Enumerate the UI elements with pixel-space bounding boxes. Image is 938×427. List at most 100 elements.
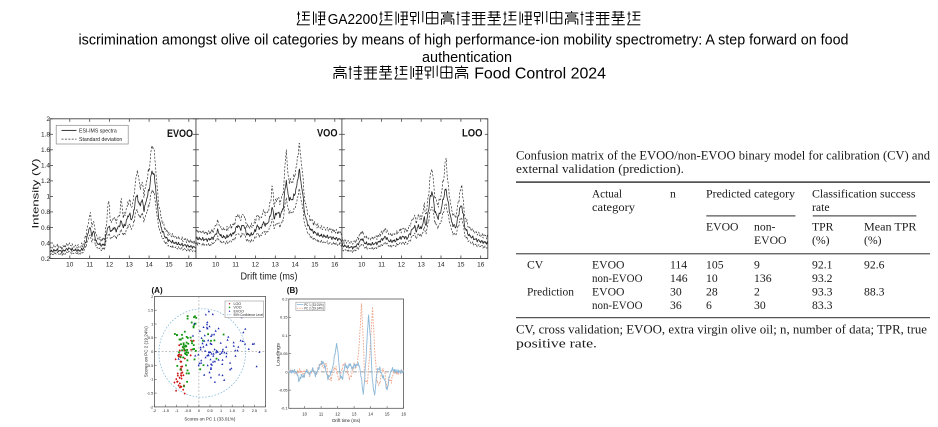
- svg-text:12: 12: [252, 261, 260, 268]
- svg-text:30: 30: [754, 299, 766, 312]
- svg-text:6: 6: [706, 299, 712, 312]
- svg-text:(%): (%): [864, 234, 882, 247]
- svg-text:non-EVOO: non-EVOO: [592, 299, 643, 312]
- svg-text:Predicted category: Predicted category: [706, 187, 795, 200]
- svg-text:0.4: 0.4: [41, 240, 50, 247]
- svg-text:EVOO: EVOO: [592, 258, 624, 271]
- svg-text:EVOO: EVOO: [234, 309, 245, 313]
- svg-text:LOO: LOO: [462, 128, 483, 140]
- svg-text:-1.5: -1.5: [162, 408, 169, 413]
- svg-text:EVOO: EVOO: [706, 221, 738, 234]
- svg-text:category: category: [592, 201, 635, 214]
- svg-text:-0.5: -0.5: [147, 363, 154, 368]
- svg-text:rate: rate: [812, 201, 830, 214]
- svg-text:CV: CV: [527, 258, 544, 271]
- svg-text:-1.5: -1.5: [147, 391, 154, 396]
- svg-text:12: 12: [335, 411, 340, 416]
- svg-text:n: n: [670, 187, 676, 200]
- svg-text:Actual: Actual: [592, 187, 623, 200]
- svg-text:15: 15: [385, 411, 390, 416]
- svg-text:9: 9: [754, 258, 760, 271]
- svg-text:non-EVOO: non-EVOO: [592, 272, 643, 285]
- svg-text:0.5: 0.5: [207, 408, 212, 413]
- svg-text:Mean TPR: Mean TPR: [864, 221, 917, 234]
- svg-text:EVOO: EVOO: [167, 128, 193, 140]
- svg-text:15: 15: [311, 261, 319, 268]
- svg-text:3: 3: [264, 408, 266, 413]
- svg-text:LOO: LOO: [234, 302, 242, 306]
- svg-text:146: 146: [670, 272, 688, 285]
- svg-text:16: 16: [331, 261, 339, 268]
- svg-text:15: 15: [165, 261, 173, 268]
- svg-text:-0.5: -0.5: [184, 408, 191, 413]
- svg-text:0.8: 0.8: [41, 209, 50, 216]
- svg-text:-2: -2: [150, 404, 153, 409]
- svg-text:0.6: 0.6: [41, 225, 50, 232]
- svg-text:11: 11: [319, 411, 324, 416]
- svg-text:VOO: VOO: [234, 306, 242, 310]
- svg-text:CV, cross validation; EVOO, ex: CV, cross validation; EVOO, extra virgin…: [516, 323, 927, 337]
- svg-text:92.1: 92.1: [812, 258, 833, 271]
- svg-text:0: 0: [285, 369, 288, 374]
- svg-text:-0.1: -0.1: [281, 406, 288, 411]
- svg-text:TPR: TPR: [812, 221, 834, 234]
- svg-text:1.2: 1.2: [41, 178, 50, 185]
- svg-text:88.3: 88.3: [864, 285, 885, 298]
- svg-text:0.15: 0.15: [280, 315, 288, 320]
- svg-text:13: 13: [272, 261, 280, 268]
- svg-text:1.6: 1.6: [41, 147, 50, 154]
- svg-text:1: 1: [220, 408, 222, 413]
- svg-text:Loadings: Loadings: [275, 342, 280, 366]
- svg-text:10: 10: [212, 261, 220, 268]
- svg-text:28: 28: [706, 285, 718, 298]
- svg-text:authentication: authentication: [422, 49, 512, 66]
- svg-text:136: 136: [754, 272, 772, 285]
- svg-text:PC 2 (19.24%): PC 2 (19.24%): [304, 307, 324, 311]
- svg-text:Prediction: Prediction: [527, 285, 574, 298]
- svg-text:2.5: 2.5: [252, 408, 257, 413]
- svg-text:2: 2: [754, 285, 760, 298]
- svg-text:11: 11: [232, 261, 239, 268]
- svg-text:15: 15: [457, 261, 465, 268]
- svg-text:16: 16: [401, 411, 406, 416]
- svg-text:(B): (B): [287, 286, 298, 295]
- svg-text:Scores on PC 2 (19.24%): Scores on PC 2 (19.24%): [143, 326, 148, 377]
- svg-text:30: 30: [670, 285, 682, 298]
- svg-text:2: 2: [46, 116, 50, 123]
- svg-text:Standard deviation: Standard deviation: [79, 137, 122, 143]
- svg-text:1.5: 1.5: [148, 308, 153, 313]
- svg-text:Drift time (ms): Drift time (ms): [241, 271, 298, 282]
- svg-text:Classification success: Classification success: [812, 187, 916, 200]
- svg-text:105: 105: [706, 258, 724, 271]
- svg-text:13: 13: [126, 261, 134, 268]
- svg-text:14: 14: [368, 411, 373, 416]
- svg-text:external validation (predictio: external validation (prediction).: [516, 162, 684, 176]
- svg-text:1: 1: [46, 194, 50, 201]
- svg-text:(A): (A): [152, 286, 163, 295]
- svg-text:positive rate.: positive rate.: [516, 337, 597, 351]
- svg-text:114: 114: [670, 258, 687, 271]
- svg-text:(%): (%): [812, 234, 830, 247]
- svg-text:1.5: 1.5: [229, 408, 234, 413]
- svg-text:36: 36: [670, 299, 682, 312]
- svg-text:1: 1: [151, 321, 153, 326]
- svg-text:ESI-IMS spectra: ESI-IMS spectra: [79, 128, 117, 134]
- svg-text:0.2: 0.2: [41, 256, 50, 263]
- svg-text:1.8: 1.8: [41, 132, 50, 139]
- svg-text:2: 2: [242, 408, 244, 413]
- svg-text:0.1: 0.1: [282, 333, 287, 338]
- svg-text:10: 10: [66, 261, 74, 268]
- svg-text:13: 13: [418, 261, 426, 268]
- svg-text:Intensity (V): Intensity (V): [31, 158, 41, 228]
- svg-text:0: 0: [198, 408, 201, 413]
- svg-text:13: 13: [352, 411, 357, 416]
- svg-text:-1: -1: [175, 408, 178, 413]
- svg-text:10: 10: [706, 272, 718, 285]
- svg-text:EVOO: EVOO: [754, 234, 786, 247]
- svg-text:-2: -2: [153, 408, 156, 413]
- svg-text:0.05: 0.05: [280, 351, 288, 356]
- svg-text:0: 0: [151, 349, 154, 354]
- svg-text:14: 14: [145, 261, 153, 268]
- svg-text:1.4: 1.4: [41, 163, 50, 170]
- svg-text:16: 16: [185, 261, 193, 268]
